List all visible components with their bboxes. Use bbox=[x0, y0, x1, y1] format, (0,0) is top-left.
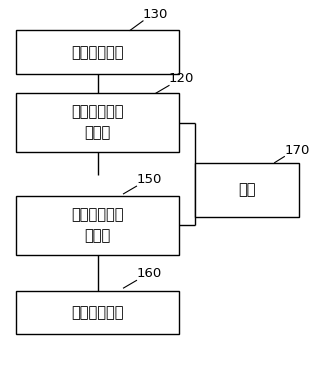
Bar bbox=[16, 291, 179, 334]
Text: 150: 150 bbox=[136, 173, 162, 186]
Text: 第一脉冲发生
子电路: 第一脉冲发生 子电路 bbox=[71, 105, 124, 141]
Text: 第二脉冲发生
子电路: 第二脉冲发生 子电路 bbox=[71, 207, 124, 243]
Text: 130: 130 bbox=[143, 8, 168, 21]
Text: 120: 120 bbox=[169, 73, 194, 86]
Bar bbox=[16, 196, 179, 255]
Text: 第一驱动电路: 第一驱动电路 bbox=[71, 45, 124, 60]
Text: 160: 160 bbox=[136, 268, 162, 280]
Bar bbox=[16, 93, 179, 152]
Bar bbox=[16, 30, 179, 74]
Text: 负载: 负载 bbox=[238, 182, 256, 198]
Bar bbox=[195, 163, 299, 217]
Text: 第二驱动电路: 第二驱动电路 bbox=[71, 305, 124, 320]
Text: 170: 170 bbox=[284, 144, 310, 157]
